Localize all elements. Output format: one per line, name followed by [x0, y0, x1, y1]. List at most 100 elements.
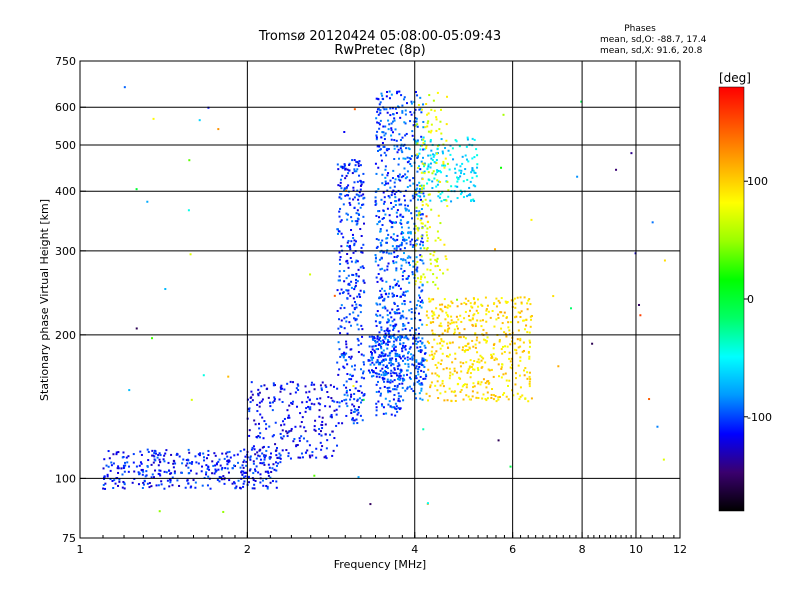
data-point — [404, 300, 406, 302]
data-point — [405, 349, 407, 351]
data-point — [159, 461, 161, 463]
data-point — [440, 133, 442, 135]
data-point — [415, 359, 417, 361]
data-point — [449, 372, 451, 374]
data-point — [435, 130, 437, 132]
data-point — [410, 212, 412, 214]
data-point — [228, 472, 230, 474]
data-point — [454, 353, 456, 355]
data-point — [273, 400, 275, 402]
data-point — [488, 368, 490, 370]
data-point — [387, 172, 389, 174]
y-tick-label: 750 — [55, 55, 76, 68]
data-point — [390, 127, 392, 129]
data-point — [338, 368, 340, 370]
data-point — [254, 487, 256, 489]
data-point — [423, 136, 425, 138]
y-tick-label: 200 — [55, 329, 76, 342]
data-point — [379, 376, 381, 378]
data-point — [124, 487, 126, 489]
data-point — [477, 369, 479, 371]
data-point — [376, 223, 378, 225]
data-point — [262, 398, 264, 400]
data-point — [222, 475, 224, 477]
data-point — [191, 463, 193, 465]
data-point — [422, 178, 424, 180]
data-point — [431, 180, 433, 182]
data-point — [356, 168, 358, 170]
data-point — [265, 423, 267, 425]
data-point — [402, 275, 404, 277]
data-point — [356, 275, 358, 277]
data-point — [405, 122, 407, 124]
data-point — [377, 360, 379, 362]
data-point — [402, 157, 404, 159]
data-point — [485, 310, 487, 312]
data-point — [352, 187, 354, 189]
data-point — [262, 447, 264, 449]
data-point — [455, 321, 457, 323]
data-point — [128, 471, 130, 473]
data-point — [389, 97, 391, 99]
data-point — [428, 163, 430, 165]
data-point — [552, 295, 554, 297]
data-point — [191, 399, 193, 401]
data-point — [347, 169, 349, 171]
data-point — [343, 399, 345, 401]
data-point — [436, 169, 438, 171]
data-point — [171, 484, 173, 486]
data-point — [419, 148, 421, 150]
data-point — [440, 325, 442, 327]
data-point — [341, 354, 343, 356]
data-point — [376, 277, 378, 279]
data-point — [422, 428, 424, 430]
data-point — [375, 367, 377, 369]
data-point — [478, 361, 480, 363]
data-point — [346, 316, 348, 318]
data-point — [386, 174, 388, 176]
data-point — [254, 448, 256, 450]
data-point — [187, 467, 189, 469]
data-point — [215, 455, 217, 457]
data-point — [207, 468, 209, 470]
data-point — [145, 470, 147, 472]
data-point — [207, 454, 209, 456]
data-point — [408, 366, 410, 368]
data-point — [256, 410, 258, 412]
data-point — [320, 449, 322, 451]
data-point — [402, 232, 404, 234]
data-point — [386, 269, 388, 271]
data-point — [254, 453, 256, 455]
data-point — [520, 386, 522, 388]
data-point — [344, 359, 346, 361]
data-point — [297, 389, 299, 391]
data-point — [264, 459, 266, 461]
data-point — [306, 449, 308, 451]
data-point — [350, 240, 352, 242]
data-point — [487, 391, 489, 393]
data-point — [377, 264, 379, 266]
data-point — [301, 453, 303, 455]
data-point — [421, 388, 423, 390]
data-point — [417, 341, 419, 343]
data-point — [375, 117, 377, 119]
data-point — [151, 464, 153, 466]
data-point — [338, 275, 340, 277]
data-point — [529, 303, 531, 305]
data-point — [348, 267, 350, 269]
data-point — [384, 196, 386, 198]
data-point — [320, 424, 322, 426]
data-point — [382, 316, 384, 318]
data-point — [422, 302, 424, 304]
data-point — [404, 173, 406, 175]
data-point — [456, 164, 458, 166]
data-point — [360, 266, 362, 268]
data-point — [344, 394, 346, 396]
data-point — [253, 445, 255, 447]
data-point — [379, 290, 381, 292]
data-point — [493, 347, 495, 349]
data-point — [447, 347, 449, 349]
data-point — [275, 470, 277, 472]
data-point — [164, 471, 166, 473]
data-point — [128, 389, 130, 391]
